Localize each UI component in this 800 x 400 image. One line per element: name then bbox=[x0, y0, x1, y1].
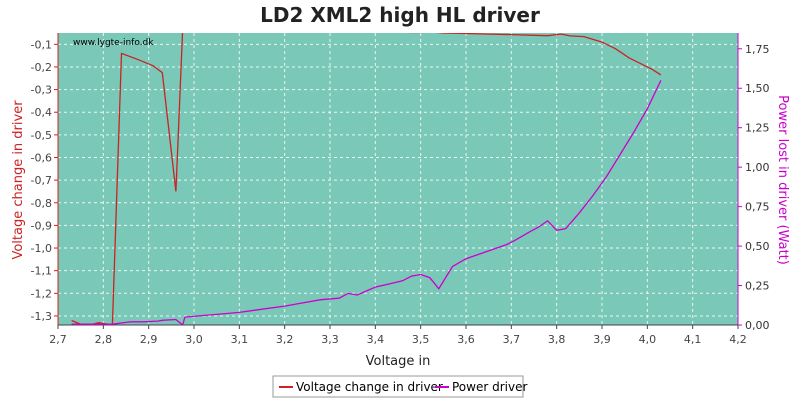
legend-label-power: Power driver bbox=[452, 380, 527, 394]
y-left-tick-label: -0,9 bbox=[31, 219, 52, 232]
x-tick-label: 2,7 bbox=[49, 333, 67, 346]
y-right-tick-label: 0,00 bbox=[745, 319, 770, 332]
x-tick-label: 4,0 bbox=[639, 333, 657, 346]
y-left-tick-label: -0,2 bbox=[31, 61, 52, 74]
y-right-tick-label: 0,75 bbox=[745, 201, 770, 214]
y-right-tick-label: 1,00 bbox=[745, 161, 770, 174]
axes: 2,7 2,8 2,9 3,0 3,1 3,2 3,3 3,4 3,5 3,6 3,7 3,8 3,9 4… bbox=[31, 33, 770, 346]
y-left-tick-label: -1,1 bbox=[31, 265, 52, 278]
series-layer bbox=[71, 33, 662, 325]
chart-title: LD2 XML2 high HL driver bbox=[260, 3, 540, 27]
y-right-tick-label: 0,50 bbox=[745, 240, 770, 253]
y-left-tick-label: -1,0 bbox=[31, 242, 52, 255]
x-tick-label: 3,9 bbox=[593, 333, 611, 346]
watermark: www.lygte-info.dk bbox=[73, 38, 154, 48]
y-left-tick-label: -1,3 bbox=[31, 310, 52, 323]
legend-box bbox=[272, 375, 524, 398]
x-tick-label: 3,2 bbox=[276, 333, 294, 346]
x-tick-label: 3,8 bbox=[548, 333, 566, 346]
series-line-power-driver bbox=[71, 80, 662, 325]
x-tick-label: 3,6 bbox=[457, 333, 475, 346]
x-tick-label: 3,4 bbox=[367, 333, 385, 346]
x-tick-label: 2,9 bbox=[140, 333, 158, 346]
x-tick-label: 4,1 bbox=[684, 333, 702, 346]
y-left-tick-label: -0,5 bbox=[31, 129, 52, 142]
y-left-tick-label: -0,7 bbox=[31, 174, 52, 187]
x-tick-label: 2,8 bbox=[95, 333, 113, 346]
x-tick-label: 3,5 bbox=[412, 333, 430, 346]
x-tick-label: 3,1 bbox=[231, 333, 249, 346]
series-line-voltage-change bbox=[71, 33, 662, 325]
legend: Voltage change in driver Power driver bbox=[272, 375, 527, 398]
y-left-tick-label: -0,6 bbox=[31, 151, 52, 164]
y-left-tick-label: -0,1 bbox=[31, 38, 52, 51]
plot-area bbox=[58, 33, 738, 325]
legend-label-voltage: Voltage change in driver bbox=[296, 380, 443, 394]
x-tick-label: 3,3 bbox=[321, 333, 339, 346]
y-left-tick-label: -1,2 bbox=[31, 287, 52, 300]
x-tick-label: 3,7 bbox=[503, 333, 521, 346]
y-right-axis-title: Power lost in driver (Watt) bbox=[775, 95, 790, 265]
y-right-tick-label: 1,75 bbox=[745, 43, 770, 56]
x-axis-title: Voltage in bbox=[366, 354, 431, 369]
y-left-tick-label: -0,3 bbox=[31, 84, 52, 97]
x-tick-label: 4,2 bbox=[729, 333, 747, 346]
y-right-tick-label: 1,50 bbox=[745, 82, 770, 95]
x-tick-label: 3,0 bbox=[185, 333, 203, 346]
y-right-tick-label: 0,25 bbox=[745, 280, 770, 293]
y-left-tick-label: -0,4 bbox=[31, 106, 52, 119]
y-right-tick-label: 1,25 bbox=[745, 122, 770, 135]
y-left-axis-title: Voltage change in driver bbox=[11, 100, 26, 260]
y-left-tick-label: -0,8 bbox=[31, 197, 52, 210]
